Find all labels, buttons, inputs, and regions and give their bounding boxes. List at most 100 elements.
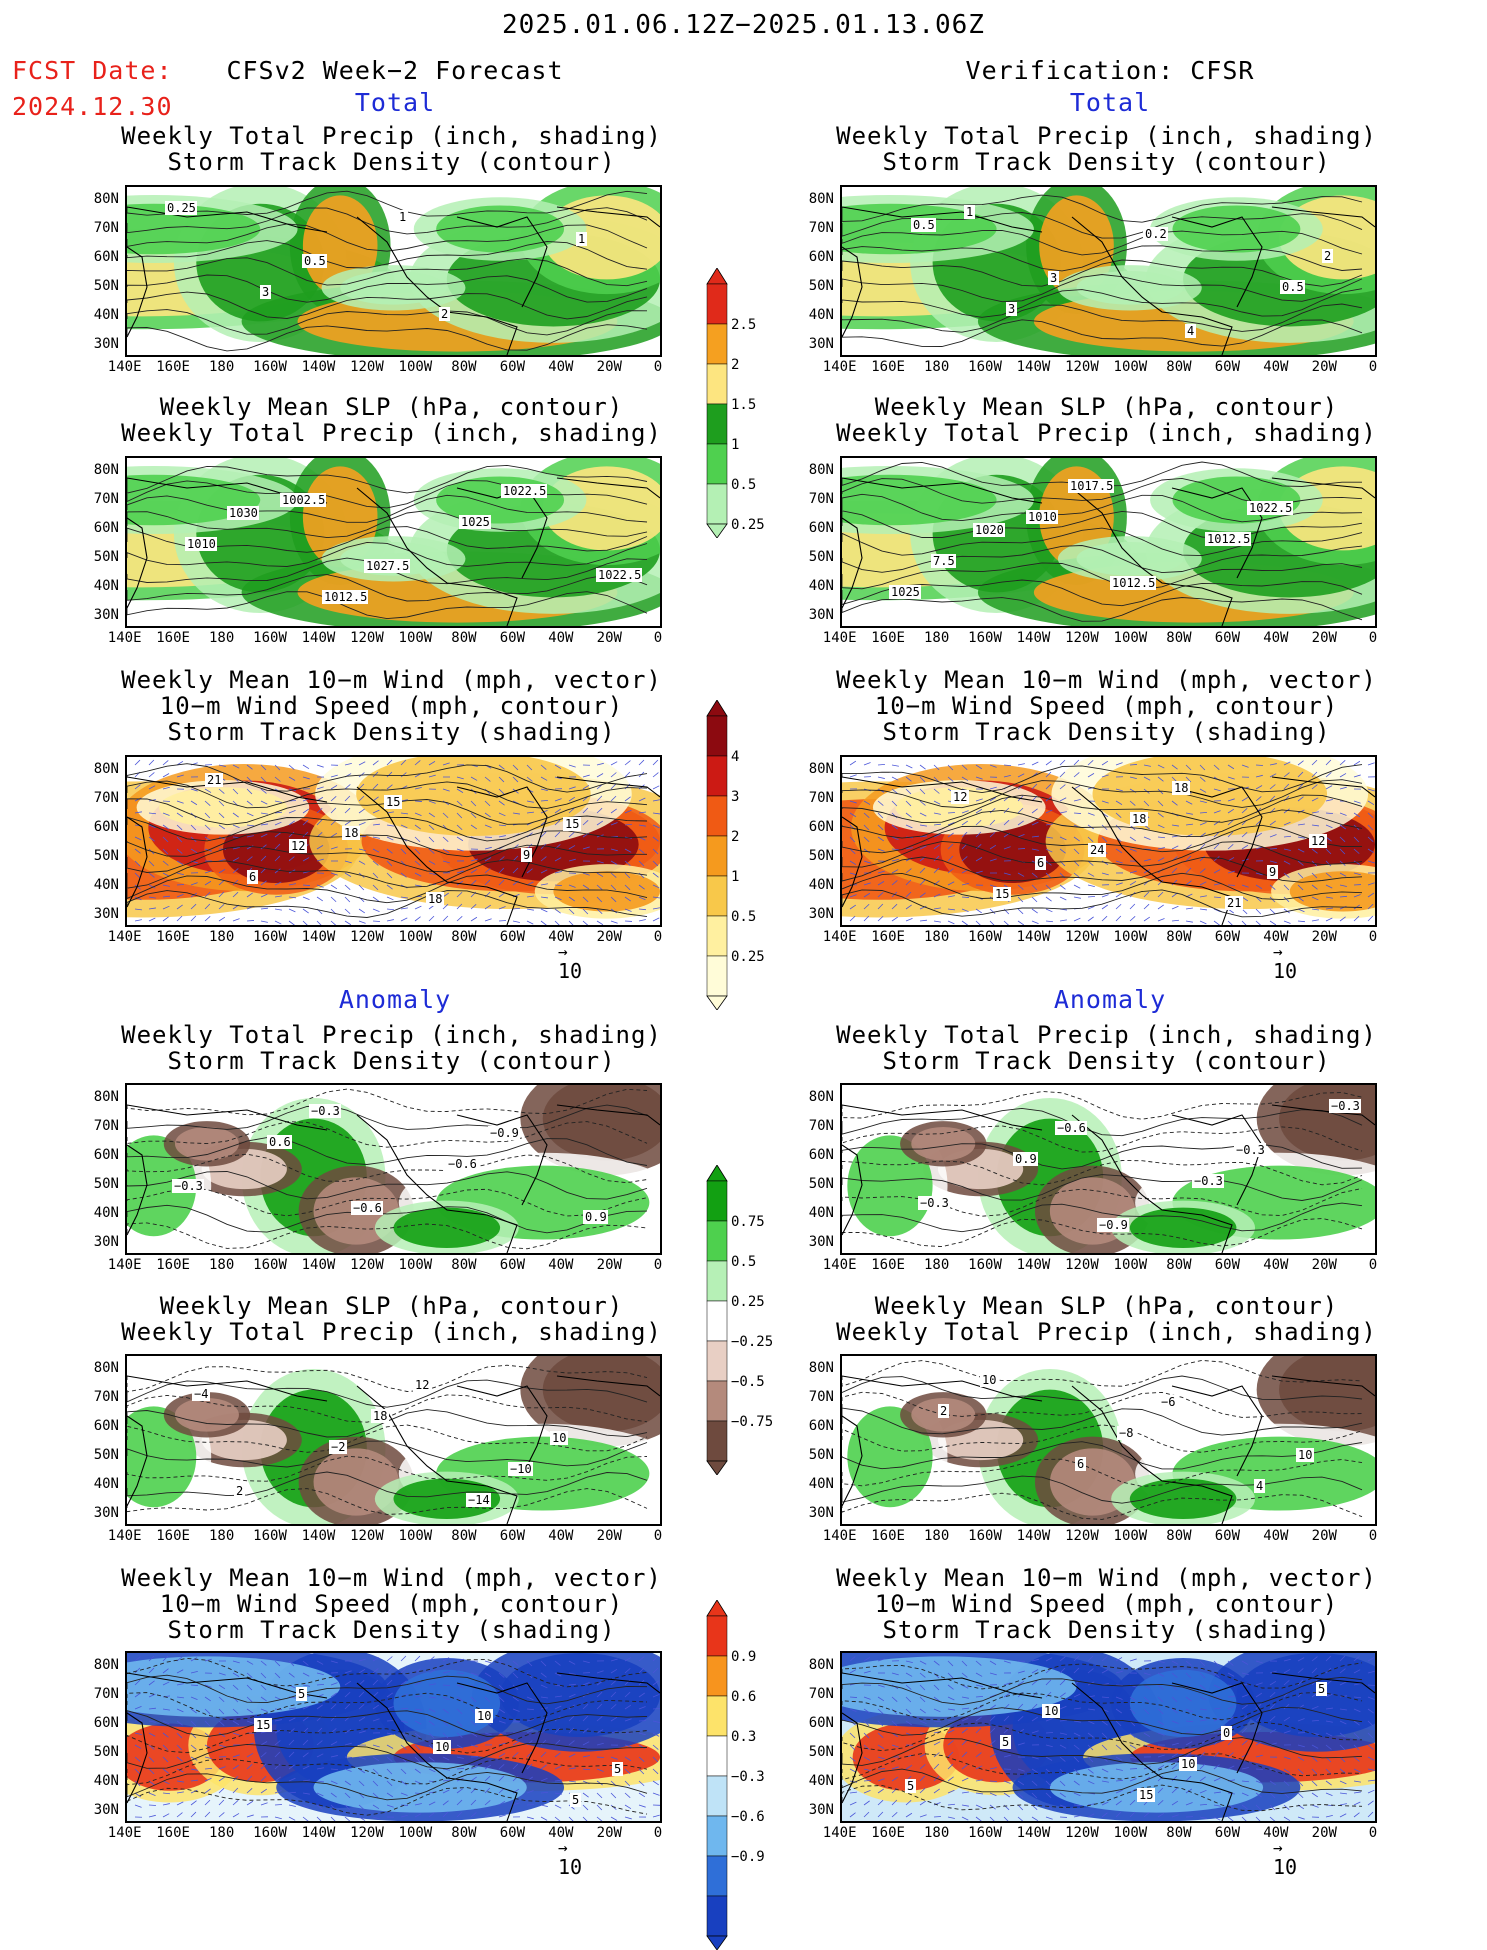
wind-vector (1158, 905, 1164, 909)
shading-region (1172, 205, 1300, 252)
lon-label: 160E (871, 929, 905, 945)
colorbar-label: 0.5 (731, 477, 756, 493)
colorbar-label: 3 (731, 789, 739, 805)
contour-label: −2 (329, 1440, 347, 1454)
wind-vector (541, 909, 547, 912)
svg-text:2: 2 (441, 307, 448, 321)
lat-label: 50N (798, 848, 834, 864)
wind-vector (569, 921, 574, 925)
lon-label: 140E (823, 630, 857, 646)
colorbar-label: 0.25 (731, 949, 765, 965)
wind-vector (149, 772, 154, 777)
wind-vector (653, 918, 659, 921)
lat-label: 80N (798, 761, 834, 777)
wind-vector (177, 916, 182, 921)
lon-label: 120W (1065, 929, 1099, 945)
vector-scale: →10 (558, 1841, 582, 1879)
wind-vector (387, 897, 393, 900)
vector-scale: →10 (1273, 945, 1297, 983)
lon-label: 140E (108, 1825, 142, 1841)
wind-vector (317, 921, 322, 925)
lon-label: 160E (156, 1528, 190, 1544)
wind-vector (1312, 920, 1319, 921)
lat-label: 50N (83, 1176, 119, 1192)
svg-text:15: 15 (565, 817, 579, 831)
wind-vector (1144, 917, 1150, 921)
contour-label: 18 (426, 892, 444, 906)
colorbar-segment (707, 1856, 727, 1896)
panel-title-line: Storm Track Density (shading) (800, 1617, 1413, 1643)
svg-text:24: 24 (1090, 843, 1104, 857)
contour-label: 10 (433, 1740, 451, 1754)
colorbar-label: 0.5 (731, 1254, 756, 1270)
wind-vector (149, 1805, 156, 1806)
vector-scale-value: 10 (1273, 1855, 1297, 1879)
wind-vector (1116, 916, 1121, 921)
wind-vector (1326, 918, 1332, 921)
contour-label: 18 (371, 1409, 389, 1423)
forecast-title: CFSv2 Week−2 Forecast (195, 56, 595, 85)
lon-label: 20W (597, 630, 622, 646)
svg-text:−0.3: −0.3 (311, 1104, 340, 1118)
wind-vector (892, 777, 898, 780)
map-plot: −0.9−0.3−0.3−0.6−0.3−0.30.9 (842, 1085, 1375, 1253)
lat-label: 70N (798, 790, 834, 806)
lon-label: 60W (500, 1257, 525, 1273)
lon-label: 0 (1369, 929, 1377, 945)
svg-text:5: 5 (572, 1793, 579, 1807)
lat-label: 30N (798, 1505, 834, 1521)
contour-label: 6 (247, 870, 258, 884)
panel-title-line: Weekly Mean 10−m Wind (mph, vector) (800, 1565, 1413, 1591)
colorbar-segment (707, 1936, 727, 1950)
colorbar-segment (707, 716, 727, 756)
contour-label: 5 (296, 1687, 307, 1701)
wind-vector (1018, 909, 1023, 914)
panel-title-line: Weekly Mean 10−m Wind (mph, vector) (85, 667, 698, 693)
wind-vector (878, 777, 885, 779)
lon-label: 100W (1114, 1825, 1148, 1841)
lat-label: 30N (798, 607, 834, 623)
panel-title-line: Weekly Total Precip (inch, shading) (800, 420, 1413, 446)
wind-vector (1256, 921, 1261, 925)
svg-text:1022.5: 1022.5 (1249, 501, 1292, 515)
svg-text:4: 4 (1256, 1479, 1263, 1493)
contour-label: 24 (1088, 843, 1106, 857)
svg-text:−4: −4 (194, 1387, 208, 1401)
colorbar-label: 0.25 (731, 517, 765, 533)
svg-text:15: 15 (995, 887, 1009, 901)
lon-label: 80W (451, 1825, 476, 1841)
colorbar-segment (707, 1600, 727, 1616)
panel-title-line: Weekly Mean SLP (hPa, contour) (85, 394, 698, 420)
lat-label: 80N (83, 1360, 119, 1376)
lon-label: 160W (253, 1528, 287, 1544)
lon-label: 140W (1017, 630, 1051, 646)
colorbar-segment (707, 1776, 727, 1816)
wind-vector (990, 921, 995, 925)
svg-text:12: 12 (291, 839, 305, 853)
lon-label: 160W (968, 359, 1002, 375)
contour-label: −8 (1117, 1426, 1135, 1440)
lon-label: 160W (253, 929, 287, 945)
contour-label: 18 (1130, 812, 1148, 826)
panel-title-line: Weekly Total Precip (inch, shading) (85, 420, 698, 446)
svg-text:10: 10 (552, 1431, 566, 1445)
lon-label: 100W (399, 1257, 433, 1273)
lon-label: 100W (399, 1825, 433, 1841)
lon-label: 160E (156, 1825, 190, 1841)
lon-label: 140W (1017, 929, 1051, 945)
wind-vector (163, 917, 169, 921)
lon-label: 120W (1065, 1528, 1099, 1544)
wind-vector (387, 920, 394, 921)
lon-label: 20W (1312, 359, 1337, 375)
wind-vector (1354, 761, 1360, 765)
lat-label: 30N (83, 607, 119, 623)
lon-label: 20W (1312, 929, 1337, 945)
lat-label: 70N (83, 1118, 119, 1134)
colorbar-label: −0.3 (731, 1769, 765, 1785)
lon-label: 140W (302, 929, 336, 945)
lat-label: 60N (83, 1147, 119, 1163)
wind-vector (1270, 921, 1276, 925)
